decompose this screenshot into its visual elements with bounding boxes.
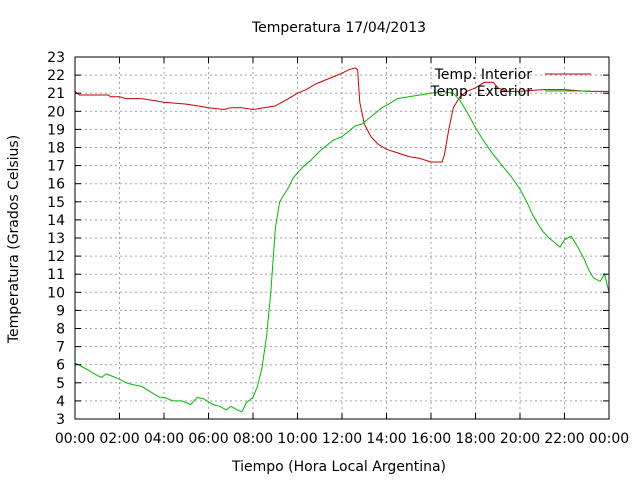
x-tick-label: 16:00: [411, 431, 451, 447]
x-tick-label: 00:00: [589, 431, 629, 447]
x-tick-label: 06:00: [188, 431, 228, 447]
y-tick-label: 19: [47, 122, 65, 138]
y-tick-label: 18: [47, 141, 65, 157]
y-tick-label: 12: [47, 249, 65, 265]
x-axis-label: Tiempo (Hora Local Argentina): [231, 459, 446, 475]
y-tick-label: 14: [47, 213, 65, 229]
x-tick-label: 08:00: [233, 431, 273, 447]
x-tick-label: 18:00: [455, 431, 495, 447]
y-tick-label: 17: [47, 159, 65, 175]
x-tick-label: 14:00: [366, 431, 406, 447]
y-tick-label: 8: [56, 322, 65, 338]
x-tick-label: 02:00: [99, 431, 139, 447]
y-tick-label: 11: [47, 267, 65, 283]
y-tick-label: 7: [56, 340, 65, 356]
y-axis-label: Temperatura (Grados Celsius): [6, 135, 22, 344]
y-tick-label: 20: [47, 104, 65, 120]
series-layer: [74, 67, 610, 413]
grid-layer: [75, 57, 609, 419]
x-tick-label: 22:00: [544, 431, 584, 447]
legend-label: Temp. Interior: [434, 67, 533, 83]
x-tick-label: 00:00: [55, 431, 95, 447]
chart-title: Temperatura 17/04/2013: [251, 20, 426, 36]
y-tick-label: 21: [47, 86, 65, 102]
x-tick-label: 12:00: [322, 431, 362, 447]
y-tick-label: 16: [47, 177, 65, 193]
y-tick-label: 9: [56, 303, 65, 319]
tick-layer: 3 4 5 6 7 8 9 10 11 12 13 14 15 16 17 18 19 20 21 22 23 00:00…: [47, 50, 629, 447]
legend-label: Temp. Exterior: [430, 84, 533, 100]
y-tick-label: 13: [47, 231, 65, 247]
y-tick-label: 22: [47, 68, 65, 84]
y-tick-label: 15: [47, 195, 65, 211]
x-tick-label: 20:00: [500, 431, 540, 447]
series-line-interior: [74, 67, 609, 163]
x-tick-label: 04:00: [144, 431, 184, 447]
y-tick-label: 6: [56, 358, 65, 374]
y-tick-label: 5: [56, 376, 65, 392]
y-tick-label: 10: [47, 285, 65, 301]
y-tick-label: 3: [56, 412, 65, 428]
series-line-exterior: [74, 90, 610, 413]
x-tick-label: 10:00: [277, 431, 317, 447]
y-tick-label: 4: [56, 394, 65, 410]
y-tick-label: 23: [47, 50, 65, 66]
